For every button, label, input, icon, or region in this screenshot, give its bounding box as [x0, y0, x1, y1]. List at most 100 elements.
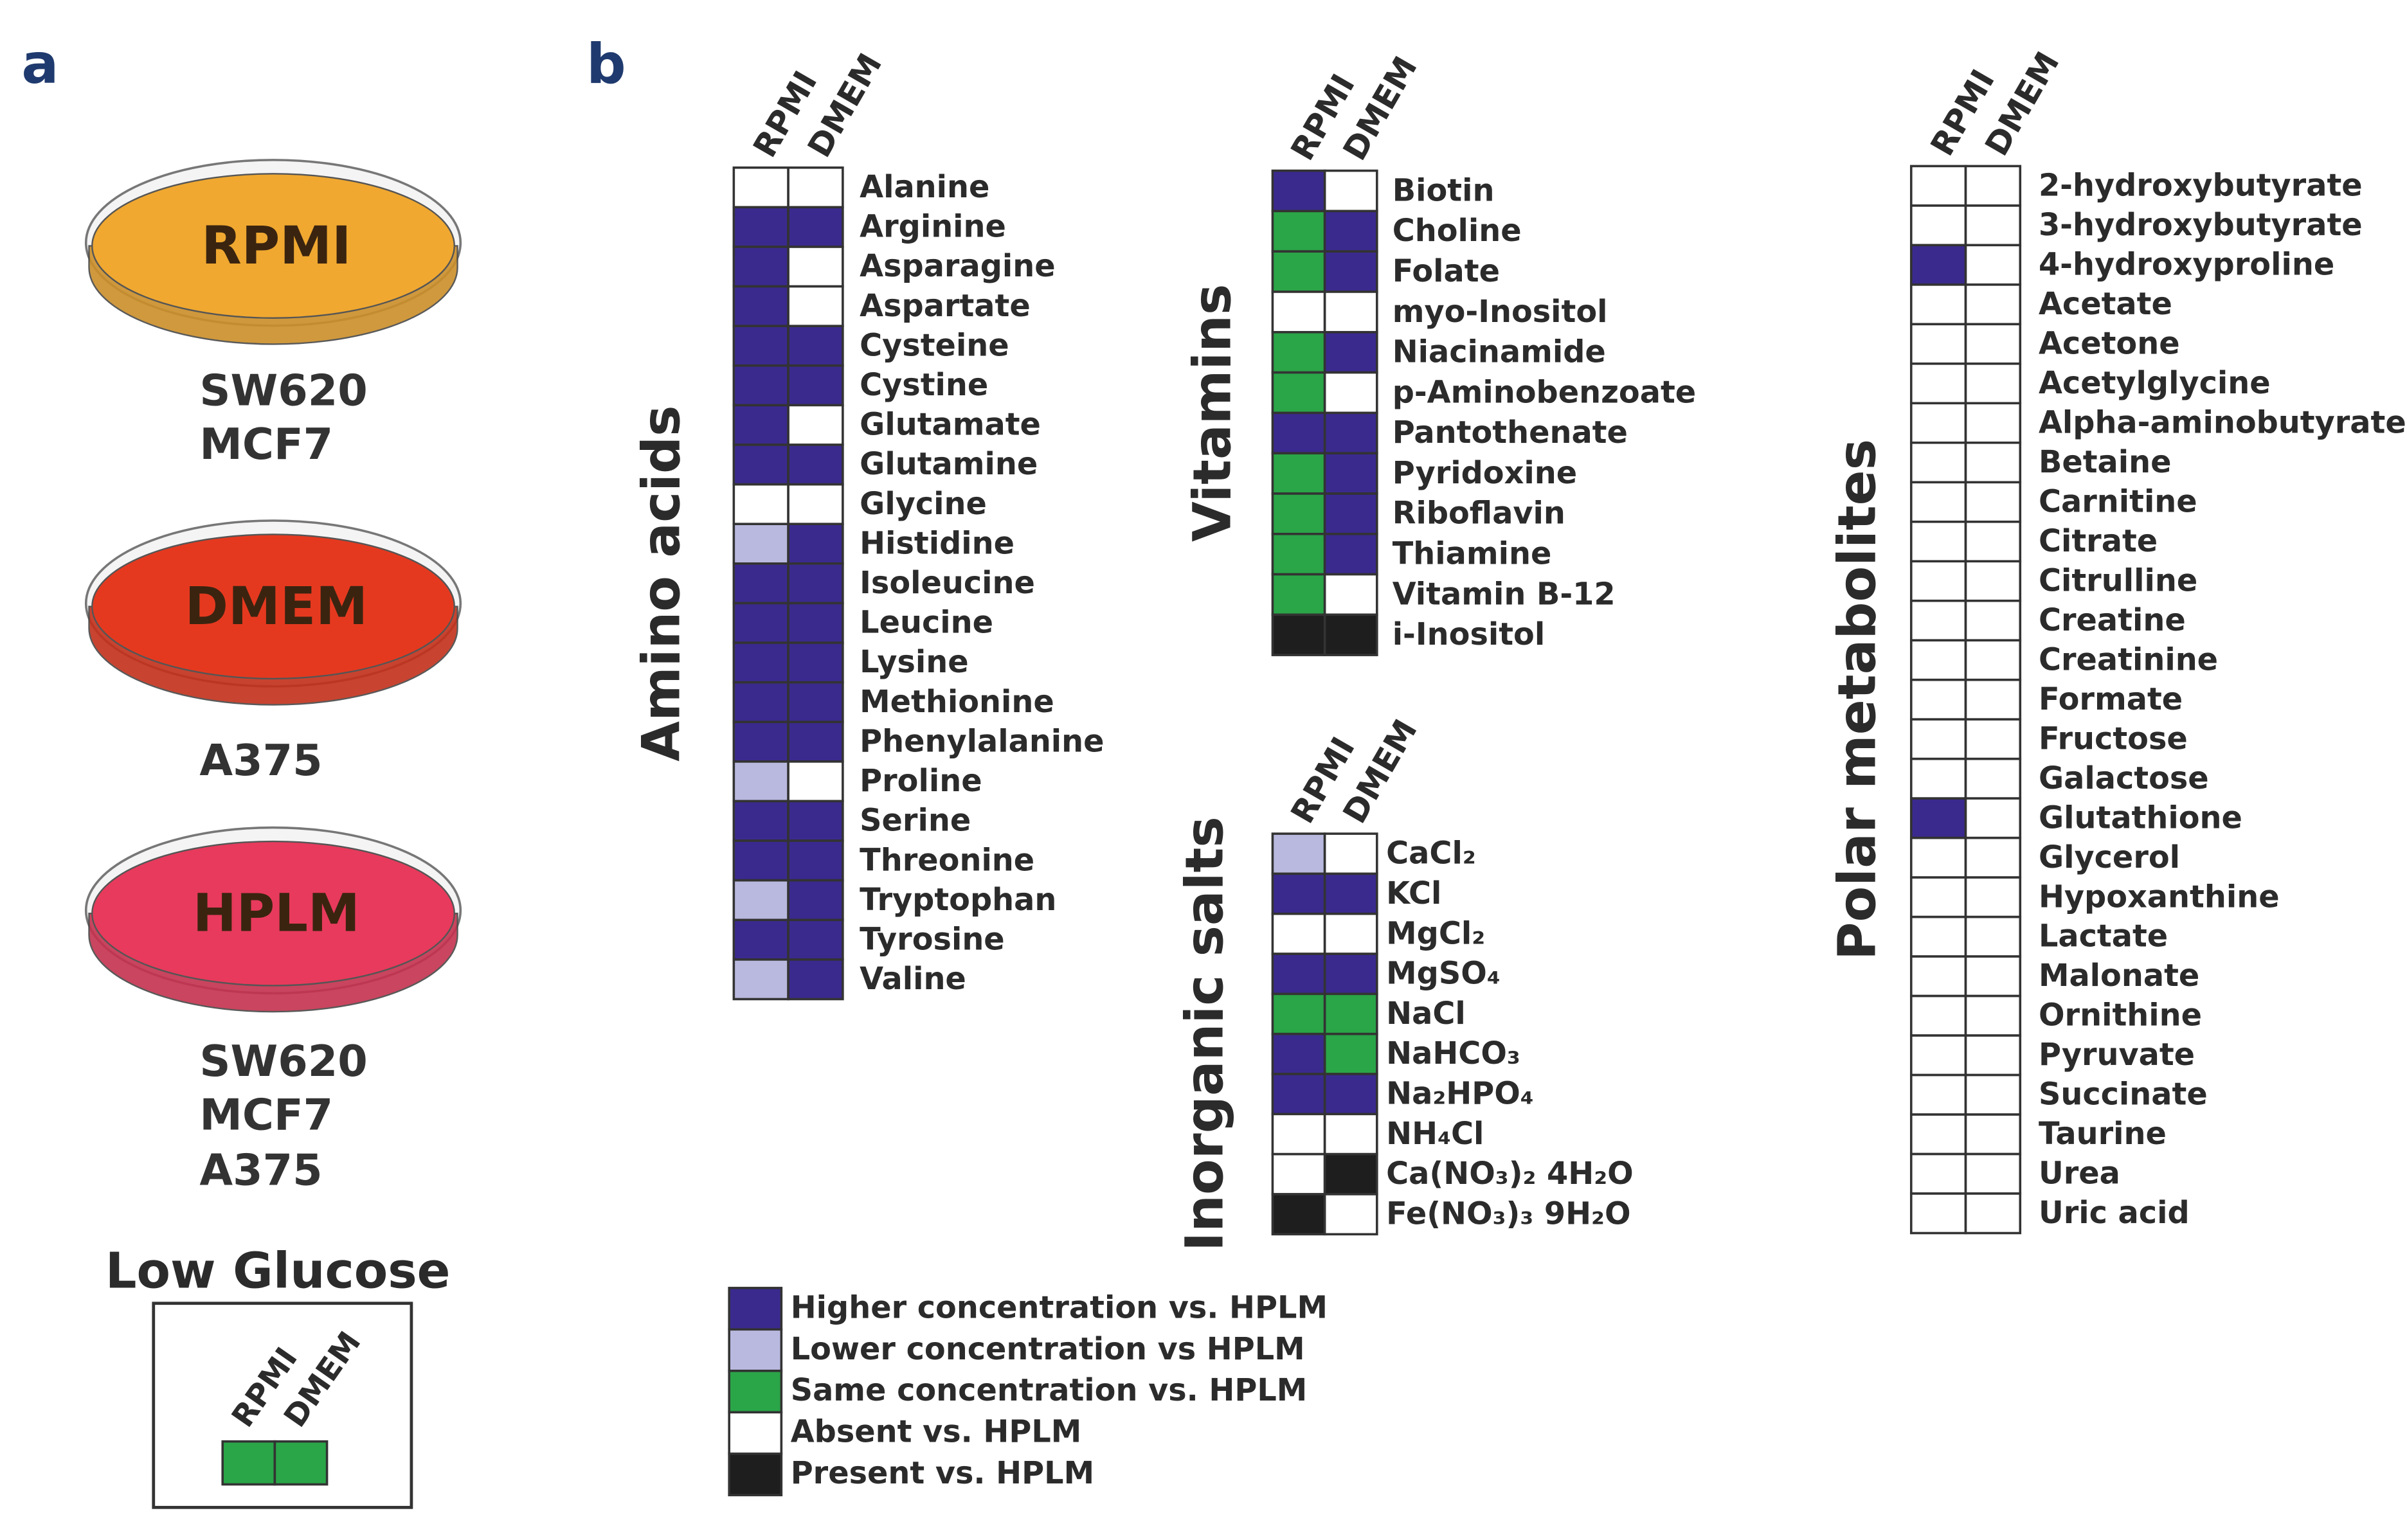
cell [1964, 481, 2022, 523]
cell [1909, 520, 1967, 563]
cell [1271, 613, 1326, 656]
cell [787, 760, 844, 803]
cell [1271, 452, 1326, 495]
row-label: Threonine [860, 843, 1034, 878]
row-label: Glycine [860, 487, 987, 522]
cell [1909, 560, 1967, 602]
cell [1964, 1192, 2022, 1235]
cell [732, 879, 789, 922]
row-label: Acetone [2039, 326, 2180, 361]
cell-line: SW620 [199, 365, 367, 415]
cell [1271, 411, 1326, 454]
cell [1323, 1113, 1378, 1156]
row-label: MgCl₂ [1386, 916, 1485, 951]
cell [1909, 994, 1967, 1037]
cell [732, 602, 789, 644]
row-label: Taurine [2039, 1116, 2167, 1152]
cell [1964, 442, 2022, 484]
cell [732, 206, 789, 248]
cell [732, 443, 789, 486]
cell [732, 166, 789, 209]
row-label: Urea [2039, 1156, 2120, 1192]
cell [1909, 639, 1967, 681]
cell [1909, 757, 1967, 800]
row-label: Pantothenate [1393, 415, 1628, 451]
row-label: NH₄Cl [1386, 1116, 1484, 1152]
cell [732, 918, 789, 961]
cell [1271, 953, 1326, 996]
row-label: MgSO₄ [1386, 956, 1501, 992]
row-label: Alanine [860, 170, 989, 205]
row-label: Asparagine [860, 249, 1055, 284]
row-label: Uric acid [2039, 1195, 2190, 1231]
cell [732, 285, 789, 328]
cell [1909, 678, 1967, 721]
row-label: Acetylglycine [2039, 366, 2271, 401]
row-label: Fe(NO₃)₃ 9H₂O [1386, 1197, 1630, 1232]
cell [1964, 323, 2022, 365]
cell [1323, 573, 1378, 616]
row-label: Ca(NO₃)₂ 4H₂O [1386, 1156, 1634, 1192]
cell [1964, 560, 2022, 602]
row-label: myo-Inositol [1393, 294, 1608, 330]
row-label: Folate [1393, 254, 1500, 289]
legend-label: Higher concentration vs. HPLM [791, 1290, 1328, 1325]
cell [1271, 912, 1326, 955]
dish-label: RPMI [201, 216, 351, 276]
row-label: Formate [2039, 682, 2183, 717]
cell [1964, 876, 2022, 918]
cell [732, 800, 789, 842]
cell [787, 641, 844, 684]
cell-line: MCF7 [199, 1089, 333, 1140]
cell [1323, 250, 1378, 293]
row-label: Succinate [2039, 1077, 2208, 1113]
row-label: Ornithine [2039, 998, 2202, 1034]
cell [1323, 492, 1378, 535]
cell [787, 918, 844, 961]
cell [1323, 411, 1378, 454]
row-label: NaCl [1386, 996, 1466, 1032]
row-label: Glutamine [860, 447, 1038, 482]
cell [1964, 204, 2022, 247]
cell [1271, 532, 1326, 576]
cell [1323, 832, 1378, 875]
cell [221, 1440, 276, 1486]
row-label: Riboflavin [1393, 496, 1565, 532]
row-label: Cysteine [860, 328, 1009, 363]
cell [1964, 1073, 2022, 1116]
row-label: 2-hydroxybutyrate [2039, 168, 2363, 204]
cell [1964, 955, 2022, 998]
cell [1271, 573, 1326, 616]
cell [732, 958, 789, 1001]
cell [732, 325, 789, 367]
cell [787, 839, 844, 882]
row-label: Lysine [860, 645, 968, 680]
cell [1323, 210, 1378, 253]
row-label: Pyridoxine [1393, 456, 1577, 491]
cell [1909, 915, 1967, 958]
cell [1271, 832, 1326, 875]
cell [1909, 876, 1967, 918]
row-label: Proline [860, 764, 982, 799]
row-label: Alpha-aminobutyrate [2039, 405, 2406, 440]
cell [787, 800, 844, 842]
cell [1964, 244, 2022, 286]
cell [732, 404, 789, 446]
cell [1323, 872, 1378, 915]
cell [1964, 165, 2022, 207]
cell [1909, 323, 1967, 365]
cell [1909, 599, 1967, 642]
cell [1323, 912, 1378, 955]
legend-label: Same concentration vs. HPLM [791, 1373, 1308, 1408]
row-label: Malonate [2039, 958, 2199, 994]
cell [1271, 872, 1326, 915]
cell [787, 602, 844, 644]
panel-label: b [586, 32, 626, 96]
legend-label: Present vs. HPLM [791, 1456, 1094, 1491]
cell [273, 1440, 329, 1486]
cell [1964, 1152, 2022, 1195]
cell [1909, 955, 1967, 998]
cell [732, 681, 789, 724]
cell [1909, 718, 1967, 760]
row-label: Arginine [860, 210, 1006, 245]
